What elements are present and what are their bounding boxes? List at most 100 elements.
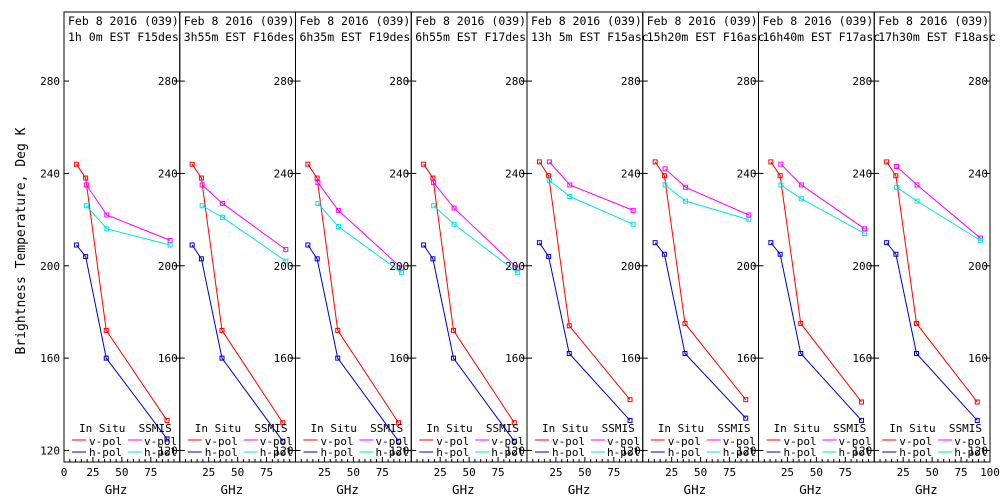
insitu-v-pol-point — [536, 159, 542, 165]
legend-insitu: In Situ — [311, 422, 357, 435]
ssmis-v-pol-line — [201, 184, 287, 251]
y-tick-label: 200 — [621, 260, 641, 273]
ssmis-h-pol-point — [894, 184, 900, 190]
legend-insitu-h-label: h-pol — [205, 446, 238, 459]
ssmis-v-pol-point — [335, 207, 341, 213]
ssmis-v-pol-point — [746, 212, 752, 218]
insitu-v-pol-point — [198, 175, 204, 181]
legend-ssmis: SSMIS — [254, 422, 287, 435]
x-tick-label: 50 — [463, 466, 476, 479]
insitu-h-pol-point — [305, 242, 311, 248]
ssmis-v-pol-point — [451, 205, 457, 211]
y-tick-label: 240 — [852, 167, 872, 180]
insitu-h-pol-point — [219, 355, 225, 361]
legend-ssmis: SSMIS — [370, 422, 403, 435]
legend-ssmis-v-label: v-pol — [723, 435, 756, 448]
panel-subtitle: 17h30m EST F18asc — [878, 30, 996, 44]
panel-subtitle: 6h35m EST F19des — [300, 30, 411, 44]
legend-insitu-v-label: v-pol — [552, 435, 585, 448]
legend-ssmis-h-label: h-pol — [723, 446, 756, 459]
insitu-v-pol-point — [859, 399, 865, 405]
insitu-h-pol-point — [743, 415, 749, 421]
legend-ssmis-h-label: h-pol — [260, 446, 293, 459]
y-tick-label: 120 — [274, 444, 294, 457]
panels: Feb 8 2016 (039) 1h 0m EST F15des 120 160 20… — [40, 11, 1000, 497]
insitu-h-pol-point — [83, 254, 89, 260]
x-tick-label: 75 — [839, 466, 852, 479]
ssmis-h-pol-line — [317, 203, 402, 274]
legend-insitu-h-label: h-pol — [899, 446, 932, 459]
y-tick-label: 200 — [737, 260, 757, 273]
panel-subtitle: 6h55m EST F17des — [415, 30, 526, 44]
ssmis-v-pol-point — [683, 184, 689, 190]
panel-subtitle: 13h 5m EST F15asc — [531, 30, 649, 44]
y-tick-label: 280 — [274, 75, 294, 88]
ssmis-h-pol-point — [104, 226, 110, 232]
ssmis-v-pol-point — [567, 182, 573, 188]
ssmis-v-pol-point — [662, 166, 668, 172]
legend-insitu-h-label: h-pol — [436, 446, 469, 459]
insitu-v-pol-point — [743, 397, 749, 403]
legend-ssmis-h-label: h-pol — [144, 446, 177, 459]
insitu-v-pol-line — [770, 161, 862, 403]
legend-ssmis-h-label: h-pol — [376, 446, 409, 459]
x-tick-label: 25 — [202, 466, 215, 479]
panel-5: Feb 8 2016 (039) 13h 5m EST F15asc 120 160 2… — [505, 11, 649, 497]
legend-ssmis: SSMIS — [486, 422, 519, 435]
panel-title: Feb 8 2016 (039) — [878, 14, 989, 28]
ssmis-h-pol-point — [199, 203, 205, 209]
y-axis-label-group: Brightness Temperature, Deg K — [14, 127, 29, 354]
ssmis-v-pol-point — [431, 180, 437, 186]
insitu-h-pol-line — [654, 242, 747, 419]
legend-insitu-v-label: v-pol — [321, 435, 354, 448]
ssmis-h-pol-point — [798, 196, 804, 202]
insitu-v-pol-point — [335, 327, 341, 333]
ssmis-v-pol-point — [399, 265, 405, 271]
insitu-v-pol-line — [307, 163, 399, 424]
insitu-h-pol-point — [546, 254, 552, 260]
ssmis-v-pol-point — [546, 159, 552, 165]
ssmis-h-pol-point — [514, 270, 520, 276]
ssmis-v-pol-point — [894, 164, 900, 170]
panel-subtitle: 1h 0m EST F15des — [68, 30, 179, 44]
y-tick-label: 120 — [505, 444, 525, 457]
ssmis-h-pol-line — [201, 205, 287, 262]
y-tick-label: 280 — [389, 75, 409, 88]
insitu-h-pol-point — [164, 436, 170, 442]
y-tick-label: 200 — [389, 260, 409, 273]
ssmis-v-pol-line — [896, 166, 981, 239]
panel-2: Feb 8 2016 (039) 3h55m EST F16des 120 160 20… — [158, 11, 296, 497]
insitu-v-pol-point — [913, 320, 919, 326]
legend-insitu-h-label: h-pol — [784, 446, 817, 459]
insitu-h-pol-line — [191, 244, 284, 442]
insitu-v-pol-point — [189, 161, 195, 167]
insitu-v-pol-point — [396, 420, 402, 426]
y-tick-label: 120 — [621, 444, 641, 457]
panel-3: Feb 8 2016 (039) 6h35m EST F19des 120 160 20… — [274, 11, 412, 497]
legend-ssmis-v-label: v-pol — [260, 435, 293, 448]
x-axis-label: GHz — [568, 482, 591, 497]
insitu-h-pol-point — [661, 251, 667, 257]
insitu-h-pol-point — [103, 355, 109, 361]
insitu-v-pol-point — [280, 420, 286, 426]
insitu-h-pol-point — [335, 355, 341, 361]
insitu-h-pol-point — [859, 417, 865, 423]
ssmis-h-pol-point — [862, 230, 868, 236]
ssmis-v-pol-point — [283, 247, 289, 253]
legend-ssmis-v-label: v-pol — [491, 435, 524, 448]
x-tick-label: 75 — [491, 466, 504, 479]
insitu-v-pol-point — [511, 420, 517, 426]
ssmis-v-pol-point — [914, 182, 920, 188]
x-tick-label: 75 — [260, 466, 273, 479]
x-axis-label: GHz — [915, 482, 938, 497]
ssmis-h-pol-point — [167, 242, 173, 248]
ssmis-v-pol-line — [317, 182, 402, 269]
x-tick-label: 50 — [231, 466, 244, 479]
y-tick-label: 160 — [621, 352, 641, 365]
y-tick-label: 120 — [968, 444, 988, 457]
ssmis-h-pol-line — [86, 205, 171, 246]
y-tick-label: 280 — [40, 75, 60, 88]
y-tick-label: 120 — [158, 444, 178, 457]
